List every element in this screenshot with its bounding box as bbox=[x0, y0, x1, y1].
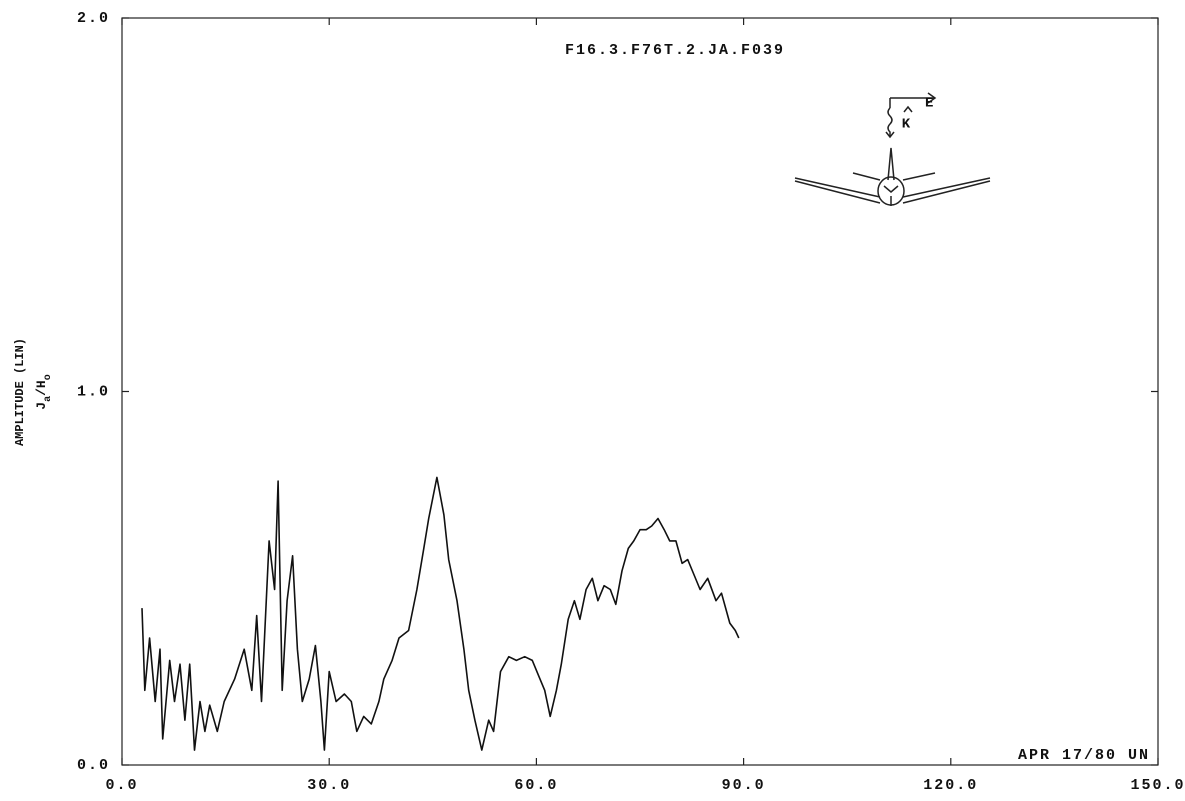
x-tick-label: 120.0 bbox=[923, 777, 978, 794]
x-tick-label: 60.0 bbox=[514, 777, 558, 794]
x-tick-label: 150.0 bbox=[1130, 777, 1185, 794]
data-line bbox=[141, 476, 740, 751]
x-tick-label: 0.0 bbox=[105, 777, 138, 794]
y-tick-label: 0.0 bbox=[77, 757, 110, 774]
y-tick-label: 2.0 bbox=[77, 10, 110, 27]
unit-subscript: o bbox=[43, 374, 54, 380]
e-field-label: E bbox=[925, 96, 935, 112]
unit-part: /H bbox=[34, 380, 49, 396]
y-axis-unit: Ja/Ho bbox=[34, 374, 54, 409]
k-vector-label: K bbox=[902, 117, 912, 133]
unit-part: J bbox=[34, 402, 49, 410]
y-tick-label: 1.0 bbox=[77, 383, 110, 400]
y-axis-label: AMPLITUDE (LIN) bbox=[13, 338, 27, 446]
plot-frame bbox=[121, 17, 1159, 766]
unit-subscript: a bbox=[43, 396, 54, 402]
x-tick-label: 90.0 bbox=[722, 777, 766, 794]
x-tick-label: 30.0 bbox=[307, 777, 351, 794]
aircraft-icon bbox=[794, 92, 991, 206]
annotation: APR 17/80 UN bbox=[1018, 747, 1150, 764]
chart-title: F16.3.F76T.2.JA.F039 bbox=[565, 42, 785, 59]
